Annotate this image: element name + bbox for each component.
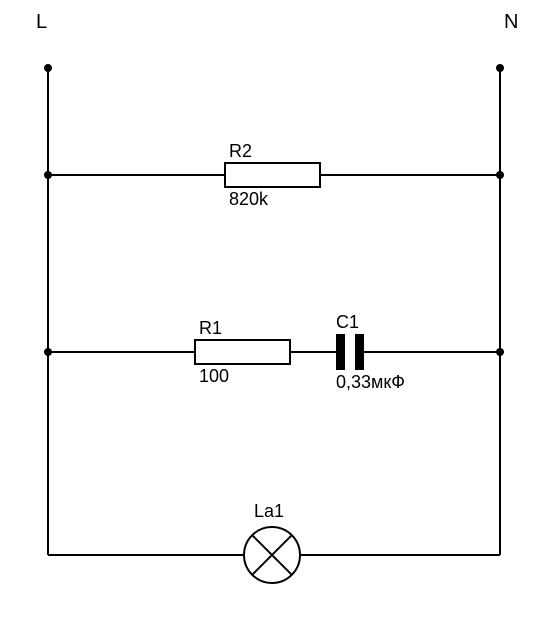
terminal-l-label: L — [36, 11, 47, 33]
capacitor-c1-plate-left — [336, 334, 345, 370]
terminal-n-label: N — [504, 11, 518, 33]
r2-ref: R2 — [229, 141, 252, 161]
resistor-r2 — [225, 163, 320, 187]
r1-ref: R1 — [199, 318, 222, 338]
c1-value: 0,33мкФ — [336, 372, 405, 392]
c1-ref: C1 — [336, 312, 359, 332]
r2-value: 820k — [229, 189, 269, 209]
la1-ref: La1 — [254, 501, 284, 521]
capacitor-c1-plate-right — [355, 334, 364, 370]
resistor-r1 — [195, 340, 290, 364]
r1-value: 100 — [199, 366, 229, 386]
